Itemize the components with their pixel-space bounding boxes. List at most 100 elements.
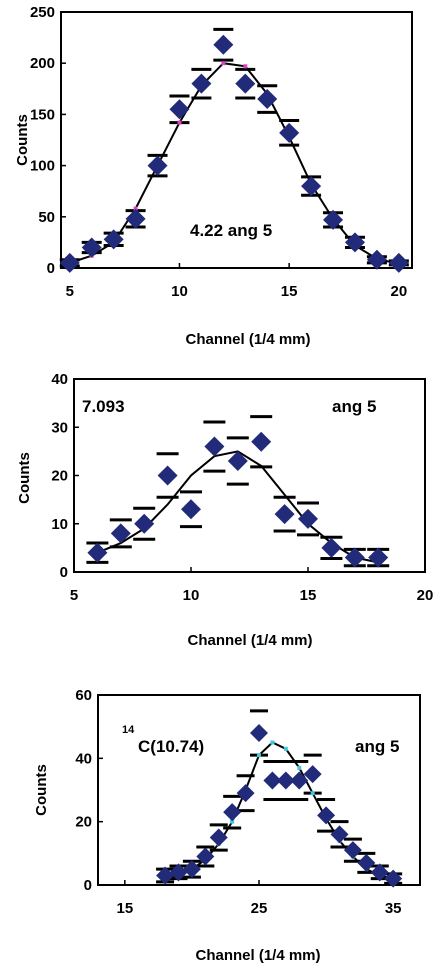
y-axis-label-3: Counts [33,764,50,816]
data-point [134,513,155,534]
plot-area-3 [97,694,421,886]
data-point [276,771,295,790]
plot-area-1 [60,11,413,269]
fit-point [297,765,302,770]
annotation-2-left: 7.093 [82,397,125,416]
data-point [303,765,322,784]
data-point [257,89,278,110]
data-point [298,508,318,529]
y-tick-label: 0 [84,877,92,894]
y-tick-label: 0 [47,260,55,277]
data-point [59,252,80,273]
data-point [125,208,146,229]
y-tick-label: 20 [75,814,92,831]
data-point [344,547,365,568]
data-point [279,122,300,143]
data-point [213,34,234,55]
x-tick-label: 25 [251,900,268,917]
x-tick-label: 5 [70,587,78,604]
data-point [196,847,215,866]
chart-3: Counts Channel (1/4 mm) 14 C(10.74) ang … [33,694,421,964]
data-point [191,73,212,94]
annotation-2-right: ang 5 [332,397,376,416]
data-point [290,771,309,790]
y-axis-label-1: Counts [14,114,31,166]
y-tick-label: 40 [75,750,92,767]
data-point [368,547,389,568]
data-point [323,209,344,230]
data-point [251,431,272,452]
annotation-3-right: ang 5 [355,737,399,756]
data-point [87,542,108,563]
x-tick-label: 5 [66,283,74,300]
x-tick-label: 15 [116,900,133,917]
annotation-3-left: C(10.74) [138,737,204,756]
data-point [147,155,168,176]
y-tick-label: 150 [30,106,55,123]
y-tick-label: 20 [51,468,68,485]
x-axis-label-2: Channel (1/4 mm) [187,632,312,649]
y-tick-label: 10 [51,516,68,533]
fit-line [69,62,400,265]
data-point [156,866,175,885]
x-axis-label-3: Channel (1/4 mm) [195,947,320,964]
annotation-1: 4.22 ang 5 [190,221,272,240]
y-tick-label: 100 [30,158,55,175]
x-tick-label: 20 [390,283,407,300]
data-point [357,853,376,872]
x-tick-label: 15 [281,283,298,300]
fit-point [133,206,138,211]
x-tick-label: 15 [300,587,317,604]
y-tick-label: 200 [30,55,55,72]
fit-point [310,791,315,796]
data-point [274,504,295,525]
y-tick-label: 30 [51,419,68,436]
chart-1: Counts Channel (1/4 mm) 4.22 ang 5 [14,11,413,348]
data-point [263,771,282,790]
data-point [181,499,201,520]
fit-point [243,64,248,69]
data-point [223,803,242,822]
data-point [110,523,131,544]
data-point [227,451,248,472]
fit-point [283,746,288,751]
data-point [204,436,225,457]
x-tick-label: 10 [171,283,188,300]
y-tick-label: 60 [75,687,92,704]
y-tick-label: 0 [60,564,68,581]
fit-point [230,819,235,824]
data-point [169,863,188,882]
data-point [301,176,322,197]
data-point [236,784,255,803]
data-point [157,465,178,486]
x-tick-label: 20 [417,587,434,604]
y-tick-label: 40 [51,371,68,388]
data-point [330,825,349,844]
chart-3-marks: 0 20 40 60 15 25 35 [75,687,403,917]
data-point [370,863,389,882]
fit-point [177,120,182,125]
data-point [182,860,201,879]
fit-point [270,740,275,745]
data-point [321,537,342,558]
data-point [343,841,362,860]
data-point [209,828,228,847]
data-point [344,232,365,253]
x-tick-label: 35 [385,900,402,917]
fit-point [257,753,261,758]
data-point [103,229,124,250]
data-point [81,237,102,258]
data-point [384,869,403,888]
data-point [235,73,256,94]
x-axis-label-1: Channel (1/4 mm) [185,331,310,348]
data-point [388,252,409,273]
chart-2-marks: 0 10 20 30 40 5 10 15 20 [51,371,433,604]
chart-2: Counts Channel (1/4 mm) 7.093 ang 5 [16,378,426,649]
y-axis-label-2: Counts [16,452,33,504]
y-tick-label: 50 [38,209,55,226]
data-point [169,99,190,120]
fit-point [221,61,226,66]
chart-1-marks: 0 50 100 150 200 250 5 10 15 20 [30,4,409,300]
data-point [317,806,336,825]
